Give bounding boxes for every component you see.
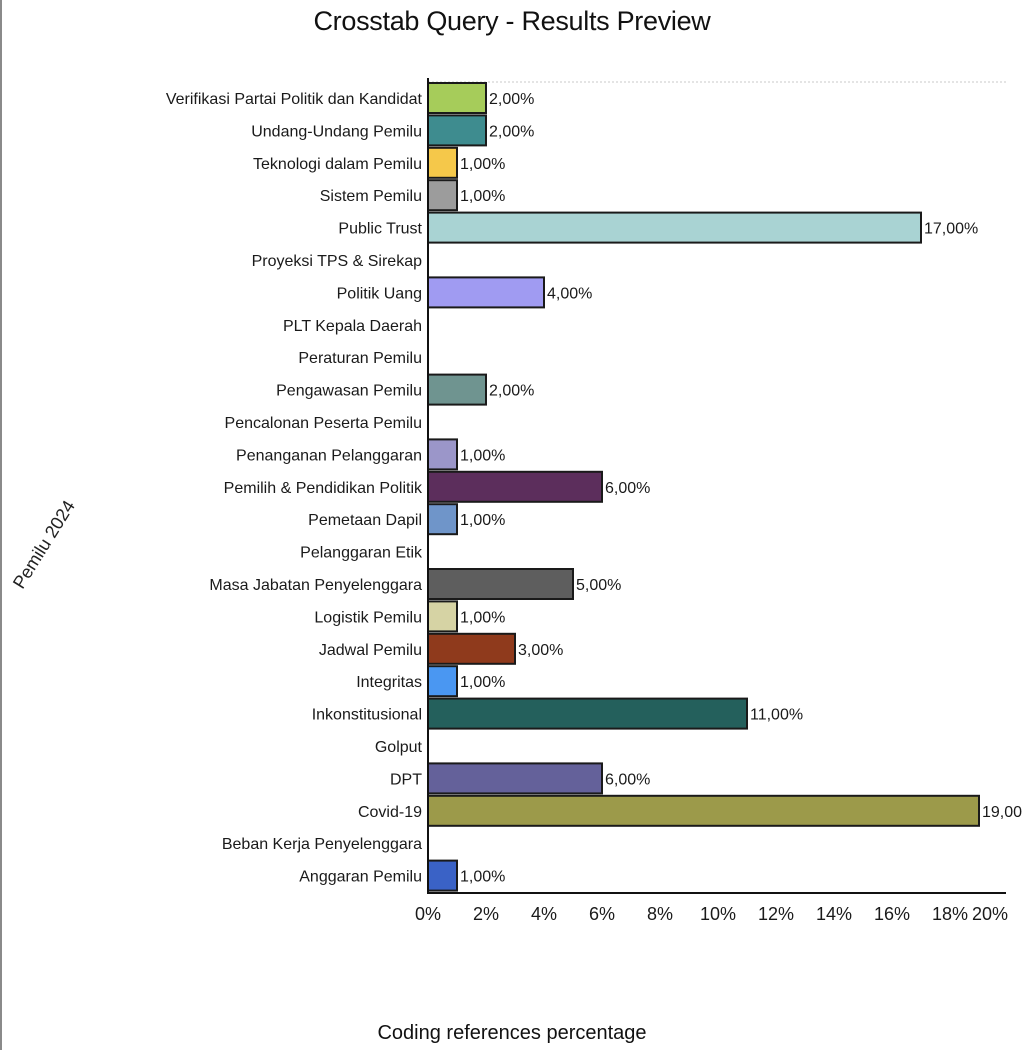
category-label: Penanganan Pelanggaran xyxy=(236,447,422,464)
category-label: Verifikasi Partai Politik dan Kandidat xyxy=(166,91,423,108)
category-label: Masa Jabatan Penyelenggara xyxy=(209,577,422,594)
bar xyxy=(427,665,458,698)
data-label: 1,00% xyxy=(460,188,505,205)
bar xyxy=(427,503,458,536)
data-label: 2,00% xyxy=(489,383,534,400)
x-tick-label: 4% xyxy=(531,904,557,924)
bar xyxy=(427,276,545,309)
category-label: Logistik Pemilu xyxy=(314,609,422,626)
bar xyxy=(427,470,603,503)
data-label: 5,00% xyxy=(576,577,621,594)
category-label: Teknologi dalam Pemilu xyxy=(253,156,422,173)
data-label: 17,00% xyxy=(924,221,978,238)
category-label: Peraturan Pemilu xyxy=(298,350,422,367)
bar xyxy=(427,82,487,114)
bar xyxy=(427,568,574,600)
data-label: 4,00% xyxy=(547,285,592,302)
data-label: 11,00% xyxy=(750,707,803,724)
x-tick-label: 8% xyxy=(647,904,673,924)
bar xyxy=(427,146,458,179)
data-label: 6,00% xyxy=(605,480,650,497)
x-ticks: 0% 2% 4% 6% 8% 10% 12% 14% 16% 18% 20% xyxy=(415,904,1008,924)
bar xyxy=(427,762,603,795)
category-label: DPT xyxy=(390,771,422,788)
bar xyxy=(427,211,922,244)
x-tick-label: 14% xyxy=(816,904,852,924)
data-label: 1,00% xyxy=(460,447,505,464)
category-label: Inkonstitusional xyxy=(312,707,422,724)
category-label: Pengawasan Pemilu xyxy=(276,383,422,400)
bar xyxy=(427,179,458,212)
bar xyxy=(427,859,458,892)
data-label: 3,00% xyxy=(518,642,563,659)
data-label: 1,00% xyxy=(460,609,505,626)
category-label: Pemilih & Pendidikan Politik xyxy=(224,480,423,497)
category-label: PLT Kepala Daerah xyxy=(283,318,422,335)
x-tick-label: 0% xyxy=(415,904,441,924)
x-axis-title: Coding references percentage xyxy=(377,1022,647,1044)
data-label: 2,00% xyxy=(489,91,534,108)
x-tick-label: 2% xyxy=(473,904,499,924)
bar xyxy=(427,114,487,147)
category-label: Anggaran Pemilu xyxy=(299,869,422,886)
bar xyxy=(427,697,748,730)
category-label: Golput xyxy=(375,739,423,756)
x-tick-label: 16% xyxy=(874,904,910,924)
data-label: 1,00% xyxy=(460,512,505,529)
bar xyxy=(427,438,458,471)
data-label: 19,00 xyxy=(982,804,1022,821)
category-label: Covid-19 xyxy=(358,804,422,821)
category-label: Beban Kerja Penyelenggara xyxy=(222,836,422,853)
category-label: Politik Uang xyxy=(337,285,422,302)
category-label: Pelanggaran Etik xyxy=(300,545,423,562)
chart-title: Crosstab Query - Results Preview xyxy=(313,6,711,36)
category-label: Public Trust xyxy=(338,221,422,238)
data-label: 6,00% xyxy=(605,771,650,788)
x-tick-label: 6% xyxy=(589,904,615,924)
data-label: 1,00% xyxy=(460,674,505,691)
category-labels: Verifikasi Partai Politik dan Kandidat Un… xyxy=(166,91,423,886)
category-label: Integritas xyxy=(356,674,422,691)
bars xyxy=(427,82,980,892)
x-tick-label: 12% xyxy=(758,904,794,924)
x-tick-label: 20% xyxy=(972,904,1008,924)
left-window-edge xyxy=(0,0,2,1050)
category-label: Sistem Pemilu xyxy=(320,188,422,205)
data-label: 1,00% xyxy=(460,869,505,886)
data-label: 1,00% xyxy=(460,156,505,173)
bar xyxy=(427,794,980,827)
category-label: Pencalonan Peserta Pemilu xyxy=(225,415,422,432)
x-tick-label: 10% xyxy=(700,904,736,924)
bar xyxy=(427,632,516,665)
x-tick-label: 18% xyxy=(932,904,968,924)
category-label: Undang-Undang Pemilu xyxy=(251,123,422,140)
category-label: Jadwal Pemilu xyxy=(319,642,422,659)
bar xyxy=(427,373,487,406)
category-label: Pemetaan Dapil xyxy=(308,512,422,529)
value-labels: 2,00% 2,00% 1,00% 1,00% 17,00% 4,00% 2,00% 1,00… xyxy=(460,91,1022,886)
data-label: 2,00% xyxy=(489,123,534,140)
bar xyxy=(427,600,458,633)
category-label: Proyeksi TPS & Sirekap xyxy=(252,253,423,270)
